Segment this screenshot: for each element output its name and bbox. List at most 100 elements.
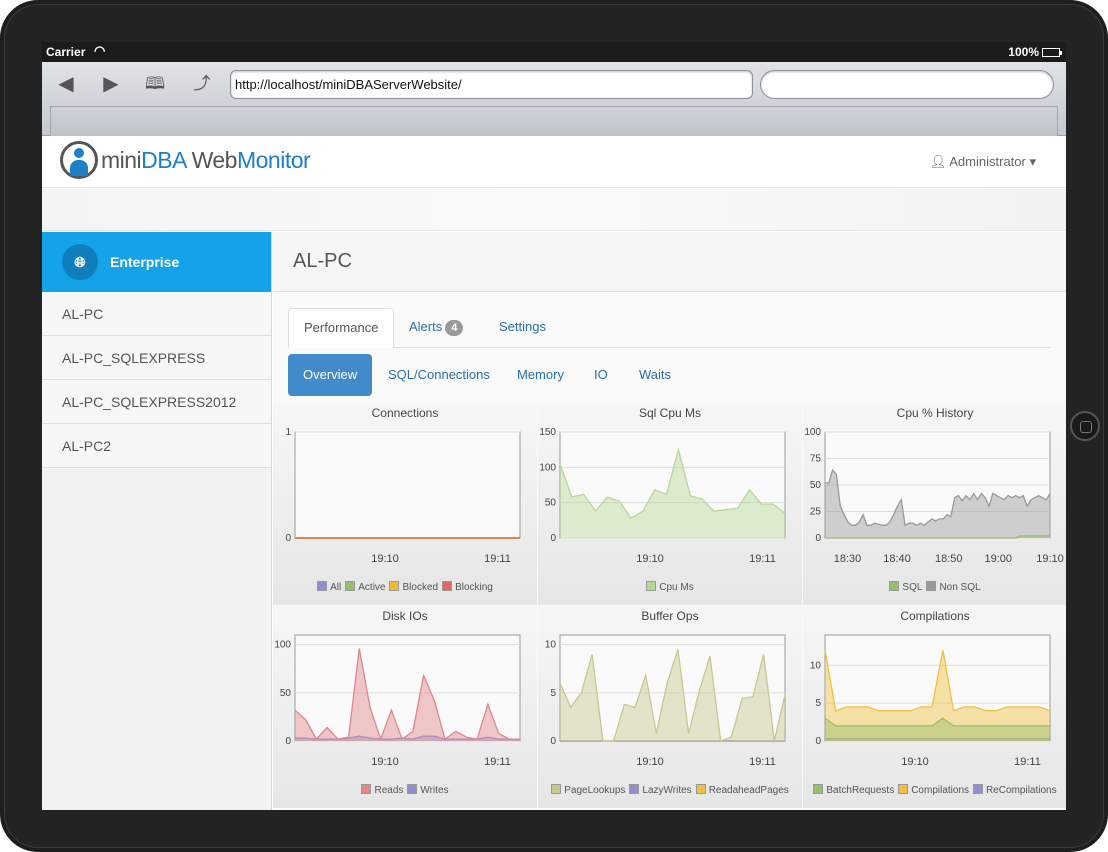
legend-item-all[interactable]: All bbox=[317, 581, 341, 593]
user-name: Administrator bbox=[949, 154, 1026, 169]
legend-item-pagelookups[interactable]: PageLookups bbox=[551, 784, 625, 796]
y-tick-label: 50 bbox=[545, 498, 557, 509]
chart-title: Sql Cpu Ms bbox=[638, 406, 702, 420]
tab-alerts[interactable]: Alerts 4 bbox=[394, 308, 478, 348]
legend-swatch bbox=[407, 784, 418, 794]
y-tick-label: 0 bbox=[815, 533, 821, 544]
legend-label: Blocked bbox=[402, 582, 439, 593]
subtab-sql-connections[interactable]: SQL/Connections bbox=[388, 367, 490, 382]
legend-item-batchrequests[interactable]: BatchRequests bbox=[813, 784, 894, 796]
subtab-io[interactable]: IO bbox=[594, 367, 608, 382]
home-button[interactable] bbox=[1070, 411, 1100, 441]
legend-item-cpu-ms[interactable]: Cpu Ms bbox=[646, 581, 694, 593]
page-title: AL-PC bbox=[293, 250, 352, 272]
y-tick-label: 0 bbox=[285, 736, 291, 747]
legend-item-blocking[interactable]: Blocking bbox=[442, 581, 493, 593]
x-tick-label: 19:11 bbox=[749, 553, 776, 565]
chart-sql-cpu-ms: Sql Cpu Ms 0 50 100 150 19:10 19:11 Cpu Ms bbox=[538, 402, 802, 605]
chart-title: Compilations bbox=[900, 609, 970, 623]
app-header: miniDBA WebMonitor 👤︎ Administrator ▾ bbox=[42, 136, 1066, 188]
legend-item-blocked[interactable]: Blocked bbox=[389, 581, 438, 593]
banner bbox=[42, 189, 1066, 231]
legend-item-reads[interactable]: Reads bbox=[361, 784, 403, 796]
legend-label: BatchRequests bbox=[826, 785, 895, 796]
legend-item-sql[interactable]: SQL bbox=[889, 581, 922, 593]
y-tick-label: 5 bbox=[815, 698, 821, 709]
plot-area bbox=[559, 431, 786, 539]
chart-svg: 0 5 10 19:10 19:11 bbox=[810, 634, 1051, 768]
sidebar-item-al-pc-sqlexpress[interactable]: AL-PC_SQLEXPRESS bbox=[42, 336, 271, 380]
logo[interactable]: miniDBA WebMonitor bbox=[60, 141, 311, 179]
legend-item-recompilations[interactable]: ReCompilations bbox=[973, 784, 1057, 796]
forward-icon[interactable]: ▶ bbox=[103, 73, 119, 95]
main-tabs: Performance Alerts 4 Settings bbox=[288, 308, 1050, 348]
tab-performance[interactable]: Performance bbox=[288, 308, 395, 348]
url-field[interactable]: http://localhost/miniDBAServerWebsite/ bbox=[230, 70, 753, 99]
y-tick-label: 50 bbox=[280, 688, 292, 699]
sidebar-item-al-pc2[interactable]: AL-PC2 bbox=[42, 424, 271, 468]
chart-title: Cpu % History bbox=[896, 406, 974, 420]
y-tick-label: 10 bbox=[545, 640, 557, 651]
legend-swatch bbox=[629, 784, 640, 794]
legend-swatch bbox=[898, 784, 909, 794]
series-line-batchrequests bbox=[824, 717, 1050, 727]
legend-item-non-sql[interactable]: Non SQL bbox=[926, 581, 981, 593]
subtab-overview[interactable]: Overview bbox=[288, 354, 373, 396]
browser-tab-strip bbox=[50, 106, 1058, 136]
battery-icon bbox=[1042, 47, 1062, 57]
y-tick-label: 100 bbox=[804, 427, 821, 438]
search-field[interactable] bbox=[760, 70, 1054, 99]
legend-item-active[interactable]: Active bbox=[345, 581, 385, 593]
charts-grid: Connections 0 1 19:10 19:11 All Active Blocked B… bbox=[273, 402, 1066, 810]
y-tick-label: 0 bbox=[550, 736, 556, 747]
chart-buffer-ops: Buffer Ops 0 5 10 19:10 19:11 PageLookups LazyW… bbox=[538, 605, 802, 808]
legend-item-readaheadpages[interactable]: ReadaheadPages bbox=[695, 784, 789, 796]
back-icon[interactable]: ◀ bbox=[58, 73, 74, 95]
legend-swatch bbox=[926, 581, 937, 591]
chart-title: Disk IOs bbox=[382, 609, 428, 623]
y-tick-label: 1 bbox=[285, 427, 291, 438]
user-menu[interactable]: 👤︎ Administrator ▾ bbox=[930, 154, 1036, 170]
legend-swatch bbox=[317, 581, 328, 591]
bookmarks-icon[interactable]: 🕮 bbox=[144, 74, 166, 93]
x-tick-label: 19:10 bbox=[636, 553, 664, 565]
tab-settings[interactable]: Settings bbox=[499, 319, 546, 334]
legend-label: PageLookups bbox=[564, 785, 626, 796]
screen: Carrier ◠ 100% ◀ ▶ 🕮 ⤴ http://localhost/… bbox=[42, 42, 1066, 810]
series-area-cpu-ms bbox=[560, 449, 785, 538]
chart-svg: 0 5 10 19:10 19:11 bbox=[545, 634, 786, 768]
x-tick-label: 18:40 bbox=[883, 553, 911, 565]
battery-indicator: 100% bbox=[1008, 45, 1062, 59]
logo-text: miniDBA WebMonitor bbox=[101, 146, 311, 173]
legend-swatch bbox=[442, 581, 453, 591]
user-icon: 👤︎ bbox=[929, 154, 947, 169]
y-tick-label: 75 bbox=[810, 454, 822, 465]
share-icon[interactable]: ⤴ bbox=[193, 74, 211, 93]
chart-disk-ios: Disk IOs 0 50 100 19:10 19:11 Reads Writes bbox=[273, 605, 537, 808]
sidebar-enterprise[interactable]: 🌐︎ Enterprise bbox=[42, 232, 271, 292]
legend-item-lazywrites[interactable]: LazyWrites bbox=[629, 784, 692, 796]
series-line-writes bbox=[295, 735, 520, 740]
legend-label: Cpu Ms bbox=[659, 582, 694, 593]
series-line-non-sql bbox=[825, 468, 1051, 527]
legend-swatch bbox=[889, 581, 900, 591]
y-tick-label: 150 bbox=[539, 427, 556, 438]
caret-down-icon: ▾ bbox=[1029, 154, 1036, 169]
legend-item-compilations[interactable]: Compilations bbox=[898, 784, 969, 796]
series-area-compilations bbox=[825, 650, 1050, 741]
legend-label: Active bbox=[358, 582, 386, 593]
series-line-compilations bbox=[824, 649, 1051, 712]
x-tick-label: 19:10 bbox=[371, 553, 399, 565]
legend-label: ReCompilations bbox=[986, 785, 1057, 796]
status-bar: Carrier ◠ 100% bbox=[42, 42, 1066, 62]
legend-swatch bbox=[695, 784, 706, 794]
subtab-memory[interactable]: Memory bbox=[517, 367, 564, 382]
legend-item-writes[interactable]: Writes bbox=[407, 784, 449, 796]
sidebar-item-al-pc-sqlexpress2012[interactable]: AL-PC_SQLEXPRESS2012 bbox=[42, 380, 271, 424]
subtab-waits[interactable]: Waits bbox=[639, 367, 672, 382]
y-tick-label: 100 bbox=[539, 462, 556, 473]
x-tick-label: 19:11 bbox=[749, 756, 776, 768]
sidebar-item-al-pc[interactable]: AL-PC bbox=[42, 292, 271, 336]
chart-svg: 0 25 50 75 100 18:30 18:40 18:50 19:00 19:10 bbox=[804, 427, 1063, 565]
wifi-icon: ◠ bbox=[94, 43, 106, 58]
